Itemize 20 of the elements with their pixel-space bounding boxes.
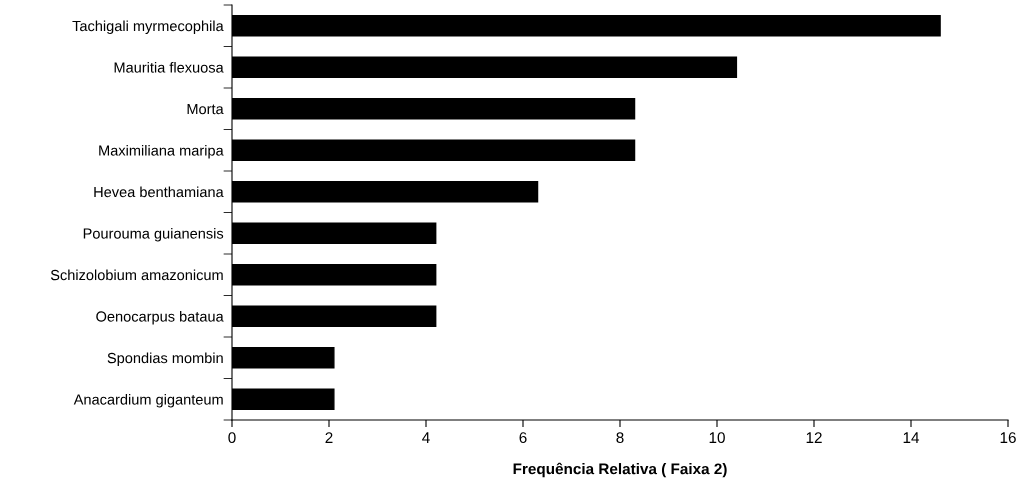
y-tick-label: Hevea benthamiana: [94, 186, 224, 198]
y-tick-label: Oenocarpus bataua: [96, 310, 224, 325]
y-tick-label: Anacardium giganteum: [73, 393, 223, 408]
x-tick-label: 0: [228, 432, 236, 444]
y-tick-label: Spondias mombin: [107, 352, 223, 367]
x-tick-label: 6: [519, 432, 527, 444]
x-tick-label: 10: [709, 432, 725, 444]
x-tick-label: 2: [325, 432, 333, 443]
y-tick-label: Schizolobium amazonicum: [50, 269, 223, 281]
x-tick-label: 8: [616, 432, 624, 444]
y-tick-label: Mauritia flexuosa: [114, 61, 224, 73]
x-axis-title: Frequência Relativa ( Faixa 2): [513, 462, 727, 478]
x-tick-label: 14: [903, 432, 920, 443]
x-tick-label: 16: [1000, 432, 1016, 444]
x-tick-label: 12: [806, 432, 822, 443]
y-tick-label: Maximiliana maripa: [99, 144, 224, 159]
y-tick-label: Tachigali myrmecophila: [72, 20, 224, 35]
y-tick-label: Morta: [187, 104, 224, 115]
y-tick-label: Pourouma guianensis: [83, 227, 224, 242]
x-tick-label: 4: [422, 432, 430, 443]
